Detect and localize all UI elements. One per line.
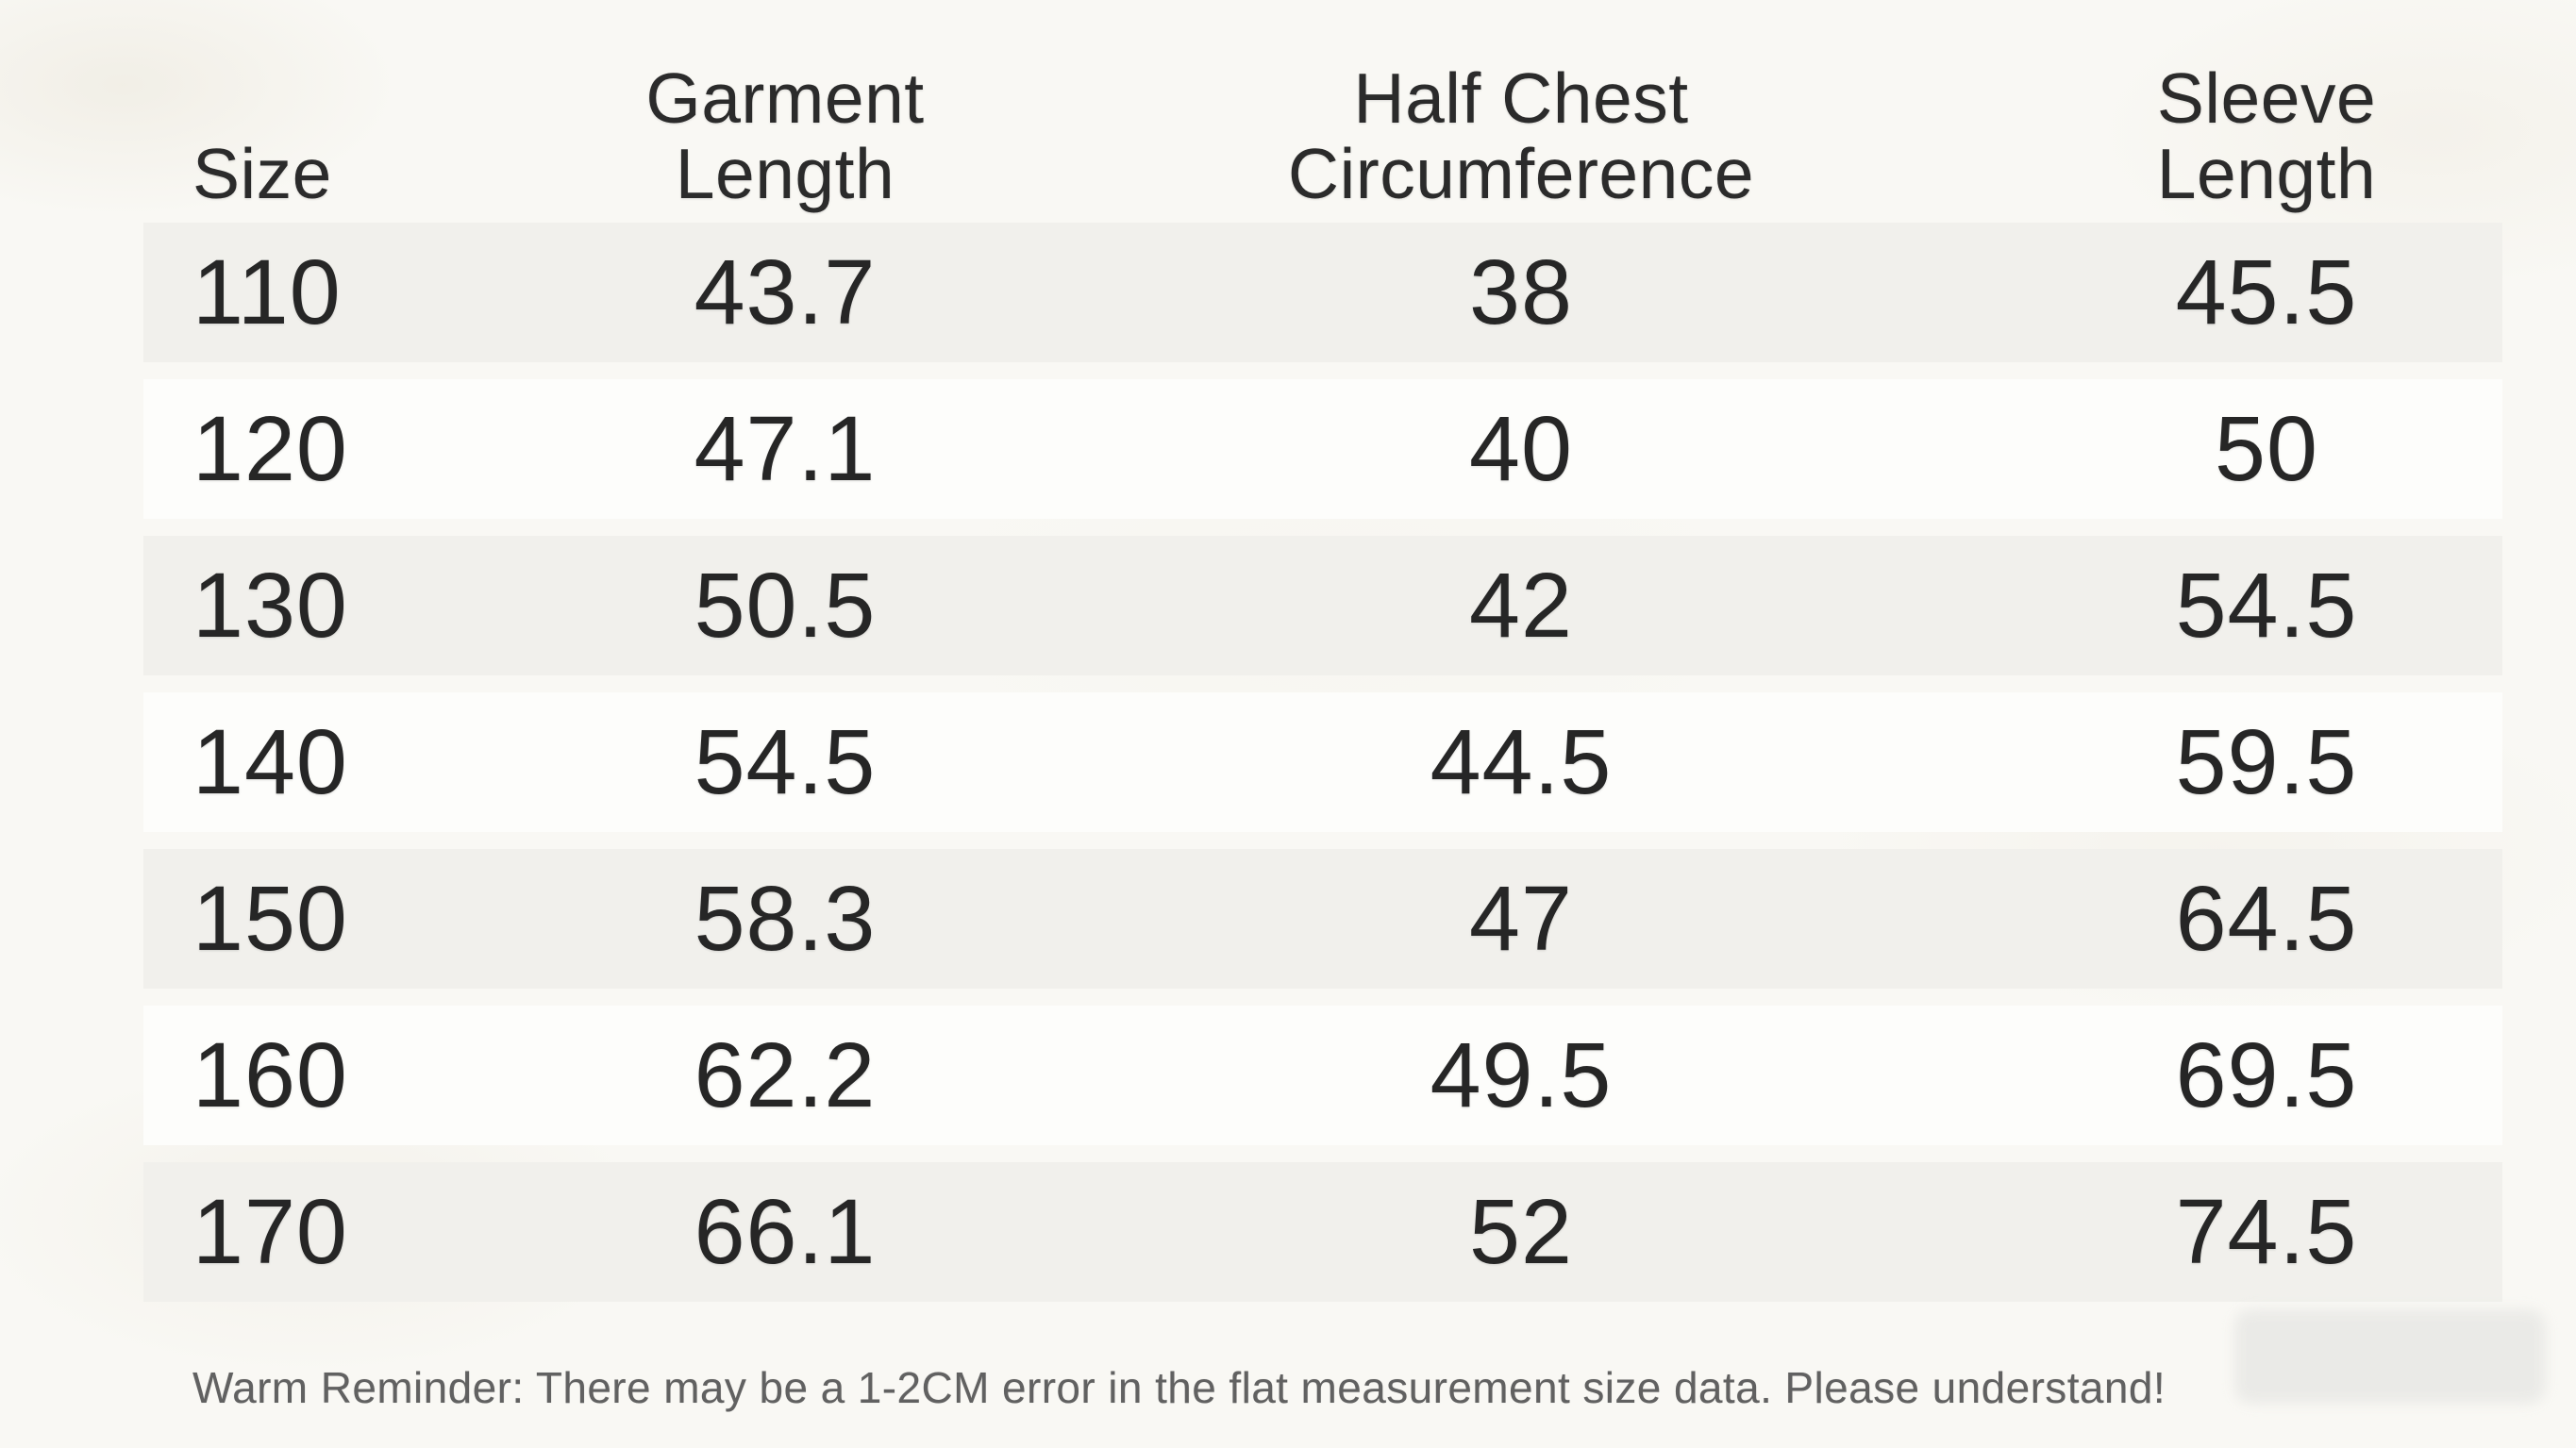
column-header-size-label: Size [192,133,332,213]
garment-length-cell: 54.5 [694,710,877,813]
garment-length-cell: 50.5 [694,554,877,657]
column-header-sleeve-length-line1: Sleeve [2156,58,2377,138]
sleeve-length-cell: 50 [2215,397,2318,500]
watermark-smudge [2234,1309,2546,1404]
column-header-garment-length-line2: Length [675,133,895,213]
garment-length-cell: 43.7 [694,241,877,343]
half-chest-cell: 49.5 [1430,1024,1613,1126]
column-header-half-chest-line2: Circumference [1287,133,1755,213]
sleeve-length-cell: 54.5 [2175,554,2358,657]
half-chest-cell: 44.5 [1430,710,1613,813]
sleeve-length-cell: 74.5 [2175,1180,2358,1283]
half-chest-cell: 38 [1469,241,1573,343]
garment-length-cell: 62.2 [694,1024,877,1126]
size-cell: 170 [192,1180,348,1283]
sleeve-length-cell: 69.5 [2175,1024,2358,1126]
half-chest-cell: 47 [1469,867,1573,970]
sleeve-length-cell: 59.5 [2175,710,2358,813]
column-header-garment-length-line1: Garment [645,58,925,138]
table-row: 120 47.1 40 50 [143,379,2502,519]
header-row: Size Garment Length Half Chest Circumfer… [143,0,2502,223]
garment-length-cell: 47.1 [694,397,877,500]
column-header-half-chest: Half Chest Circumference [1115,58,1927,213]
half-chest-cell: 52 [1469,1180,1573,1283]
table-row: 150 58.3 47 64.5 [143,849,2502,989]
size-cell: 120 [192,397,348,500]
table-row: 160 62.2 49.5 69.5 [143,1006,2502,1145]
size-cell: 160 [192,1024,348,1126]
garment-length-cell: 58.3 [694,867,877,970]
table-row: 110 43.7 38 45.5 [143,223,2502,362]
size-cell: 110 [192,241,342,343]
column-header-half-chest-line1: Half Chest [1353,58,1689,138]
size-cell: 140 [192,710,348,813]
warm-reminder-note: Warm Reminder: There may be a 1-2CM erro… [192,1363,2166,1412]
half-chest-cell: 40 [1469,397,1573,500]
column-header-garment-length: Garment Length [455,58,1115,213]
sleeve-length-cell: 45.5 [2175,241,2358,343]
size-chart-table: Size Garment Length Half Chest Circumfer… [143,0,2502,1413]
size-cell: 150 [192,867,348,970]
sleeve-length-cell: 64.5 [2175,867,2358,970]
column-header-size: Size [143,136,455,211]
half-chest-cell: 42 [1469,554,1573,657]
column-header-sleeve-length: Sleeve Length [1927,58,2502,213]
size-cell: 130 [192,554,348,657]
column-header-sleeve-length-line2: Length [2156,133,2377,213]
table-row: 140 54.5 44.5 59.5 [143,692,2502,832]
table-row: 130 50.5 42 54.5 [143,536,2502,675]
garment-length-cell: 66.1 [694,1180,877,1283]
table-row: 170 66.1 52 74.5 [143,1162,2502,1302]
